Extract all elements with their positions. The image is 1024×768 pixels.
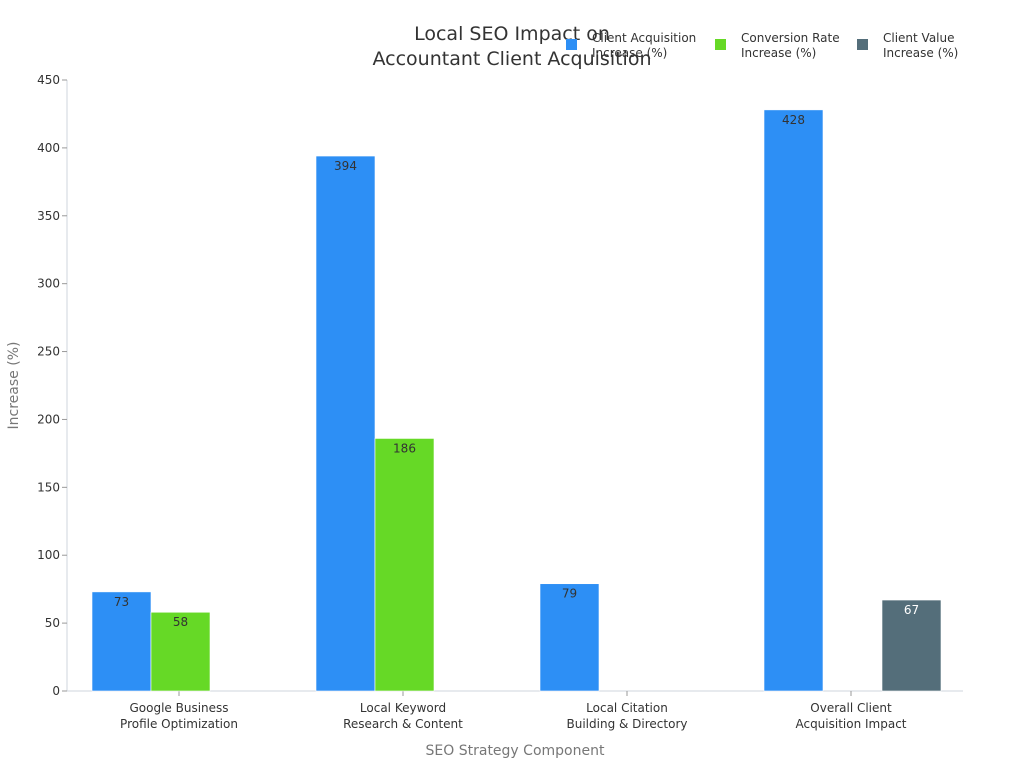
x-tick-label: Local Citation Building & Directory: [567, 701, 688, 731]
y-tick-label: 0: [52, 684, 60, 698]
chart-title-text: Local SEO Impact on Accountant Client Acq…: [373, 23, 652, 70]
legend-item-1: Conversion Rate Increase (%): [715, 31, 840, 60]
y-axis-title: Increase (%): [6, 342, 22, 430]
bar-series-0-cat-3: [763, 109, 824, 692]
data-labels: 73 394 79 428 58 186 67: [114, 113, 919, 629]
x-tick-label: Google Business Profile Optimization: [120, 701, 238, 731]
y-tick-label: 150: [37, 480, 60, 494]
data-label: 428: [782, 113, 805, 127]
data-label: 186: [393, 441, 416, 455]
bars: [91, 109, 942, 692]
x-axis-title: SEO Strategy Component: [426, 743, 605, 759]
legend-label: Client Acquisition Increase (%): [592, 31, 696, 60]
y-tick-label: 100: [37, 548, 60, 562]
legend-swatch: [857, 39, 868, 50]
x-tick-label: Overall Client Acquisition Impact: [795, 701, 906, 731]
data-label: 67: [904, 603, 919, 617]
chart-title: Local SEO Impact on Accountant Client Acq…: [373, 23, 652, 70]
data-label: 73: [114, 595, 129, 609]
bar-series-2-cat-3: [881, 599, 942, 692]
data-label: 58: [173, 615, 188, 629]
legend-item-0: Client Acquisition Increase (%): [566, 31, 696, 60]
legend-swatch: [715, 39, 726, 50]
y-tick-label: 350: [37, 209, 60, 223]
y-tick-label: 400: [37, 141, 60, 155]
x-tick-label: Local Keyword Research & Content: [343, 701, 463, 731]
y-tick-label: 200: [37, 412, 60, 426]
bar-series-1-cat-1: [374, 438, 435, 692]
legend-label: Client Value Increase (%): [883, 31, 958, 60]
y-tick-label: 50: [45, 616, 60, 630]
y-tick-label: 450: [37, 73, 60, 87]
data-label: 79: [562, 587, 577, 601]
data-label: 394: [334, 159, 357, 173]
bar-series-0-cat-2: [539, 583, 600, 692]
bar-series-1-cat-0: [150, 611, 211, 692]
y-tick-label: 250: [37, 345, 60, 359]
legend-label: Conversion Rate Increase (%): [741, 31, 840, 60]
bar-series-0-cat-1: [315, 155, 376, 692]
bar-series-0-cat-0: [91, 591, 152, 692]
y-tick-label: 300: [37, 277, 60, 291]
legend: Client Acquisition Increase (%) Conversion…: [566, 31, 958, 60]
axes: 0 50 100 150 200 250 300 350 400 450 Google Busine…: [6, 73, 963, 759]
legend-item-2: Client Value Increase (%): [857, 31, 958, 60]
legend-swatch: [566, 39, 577, 50]
